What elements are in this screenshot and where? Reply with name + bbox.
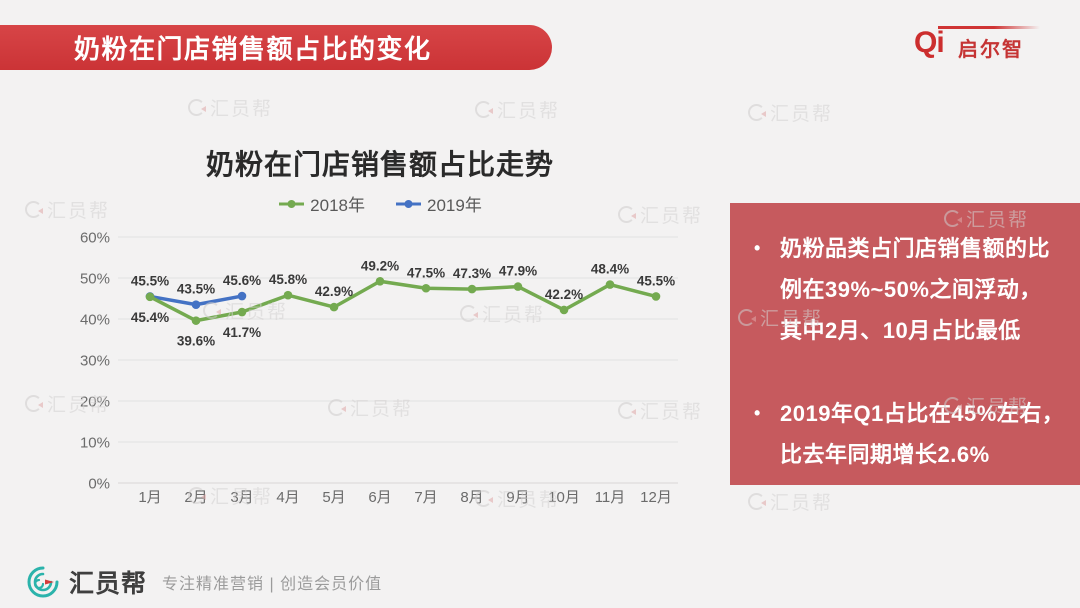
- watermark: 汇员帮: [748, 488, 833, 515]
- watermark-logo-icon: [25, 201, 43, 218]
- watermark: 汇员帮: [748, 99, 833, 126]
- data-point: [237, 291, 247, 301]
- data-label: 47.3%: [453, 266, 491, 281]
- x-tick-label: 6月: [368, 489, 391, 506]
- x-tick-label: 3月: [230, 489, 253, 506]
- y-tick-label: 30%: [80, 353, 110, 370]
- y-tick-label: 20%: [80, 394, 110, 411]
- x-tick-label: 12月: [640, 489, 672, 506]
- y-tick-label: 0%: [88, 476, 110, 493]
- x-tick-label: 9月: [506, 489, 529, 506]
- data-point: [191, 300, 201, 309]
- watermark: 汇员帮: [475, 96, 560, 123]
- x-tick-label: 2月: [184, 489, 207, 506]
- data-point: [375, 276, 385, 286]
- insight-panel: 奶粉品类占门店销售额的比 例在39%~50%之间浮动， 其中2月、10月占比最低…: [730, 203, 1080, 485]
- data-label: 47.5%: [407, 265, 445, 280]
- data-label: 45.6%: [223, 273, 261, 288]
- logo-brand-name: 启尔智: [958, 39, 1024, 61]
- x-tick-label: 1月: [138, 489, 161, 506]
- x-tick-label: 7月: [414, 489, 437, 506]
- watermark-logo-icon: [475, 101, 493, 118]
- x-tick-label: 8月: [460, 489, 483, 506]
- x-tick-label: 10月: [548, 489, 580, 506]
- logo-accent-line: [938, 26, 1040, 29]
- chart-svg: 0% 10% 20% 30% 40% 50% 60% 1月 2月 3月 4月 5月 6月 7月 8月 9月 10…: [80, 230, 678, 506]
- chart-title: 奶粉在门店销售额占比走势: [205, 149, 554, 180]
- data-label: 45.8%: [269, 272, 307, 287]
- legend-marker-icon: [396, 199, 421, 208]
- data-point: [421, 283, 431, 293]
- y-tick-label: 40%: [80, 312, 110, 329]
- watermark-text: 汇员帮: [210, 99, 274, 120]
- x-tick-label: 11月: [595, 489, 626, 506]
- y-tick-label: 10%: [80, 435, 110, 452]
- watermark-text: 汇员帮: [770, 104, 834, 125]
- data-label: 42.9%: [315, 284, 353, 299]
- huiyuanbang-logo-icon: [27, 566, 59, 598]
- legend-label: 2019年: [427, 196, 482, 215]
- legend-item-2019年: 2019年: [395, 191, 482, 216]
- data-label: 43.5%: [177, 282, 215, 297]
- data-point: [329, 302, 339, 312]
- watermark-logo-icon: [748, 104, 766, 121]
- data-point: [283, 290, 293, 300]
- footer-tagline: 专注精准营销 | 创造会员价值: [162, 576, 383, 593]
- data-point: [651, 292, 661, 301]
- data-label: 42.2%: [545, 287, 583, 302]
- y-tick-label: 50%: [80, 271, 110, 288]
- insight-bullet-2: 2019年Q1占比在45%左右， 比去年同期增长2.6%: [746, 393, 1068, 475]
- watermark-text: 汇员帮: [770, 493, 834, 514]
- trend-line-chart: 0% 10% 20% 30% 40% 50% 60% 1月 2月 3月 4月 5月 6月 7月 8月 9月 10…: [70, 225, 690, 525]
- header-banner: 奶粉在门店销售额占比的变化: [0, 25, 552, 70]
- data-label: 41.7%: [223, 325, 261, 340]
- x-tick-label: 4月: [276, 489, 299, 506]
- data-point: [559, 305, 569, 315]
- data-point: [191, 316, 201, 325]
- data-label: 48.4%: [591, 262, 629, 277]
- data-label: 47.9%: [499, 264, 537, 279]
- chart-legend: 2018年 2019年: [70, 191, 690, 216]
- data-point: [145, 292, 155, 302]
- series-line-2018年: [148, 279, 658, 323]
- data-label: 49.2%: [361, 258, 399, 273]
- watermark: 汇员帮: [188, 94, 273, 121]
- data-label: 45.4%: [131, 310, 169, 325]
- data-point: [237, 307, 247, 317]
- insight-list: 奶粉品类占门店销售额的比 例在39%~50%之间浮动， 其中2月、10月占比最低…: [730, 203, 1080, 475]
- qierzhi-logo: Qi 启尔智: [914, 20, 1046, 64]
- x-tick-label: 5月: [322, 489, 345, 506]
- y-tick-label: 60%: [80, 230, 110, 247]
- watermark-text: 汇员帮: [497, 101, 561, 122]
- watermark-logo-icon: [25, 395, 43, 412]
- data-point: [467, 284, 477, 294]
- data-label: 39.6%: [177, 334, 215, 349]
- legend-marker-icon: [279, 199, 305, 208]
- data-point: [513, 282, 523, 291]
- insight-bullet-1: 奶粉品类占门店销售额的比 例在39%~50%之间浮动， 其中2月、10月占比最低: [746, 228, 1068, 351]
- data-point: [605, 280, 615, 289]
- footer-brand-name: 汇员帮: [69, 570, 148, 598]
- watermark-logo-icon: [188, 99, 206, 116]
- legend-item-2018年: 2018年: [278, 191, 365, 216]
- logo-qi-mark: Qi: [914, 26, 945, 59]
- data-label: 45.5%: [131, 273, 169, 288]
- watermark-logo-icon: [748, 493, 766, 510]
- footer: 汇员帮 专注精准营销 | 创造会员价值: [26, 562, 382, 602]
- page-title: 奶粉在门店销售额占比的变化: [74, 34, 432, 64]
- data-label: 45.5%: [637, 273, 675, 288]
- legend-label: 2018年: [310, 196, 365, 215]
